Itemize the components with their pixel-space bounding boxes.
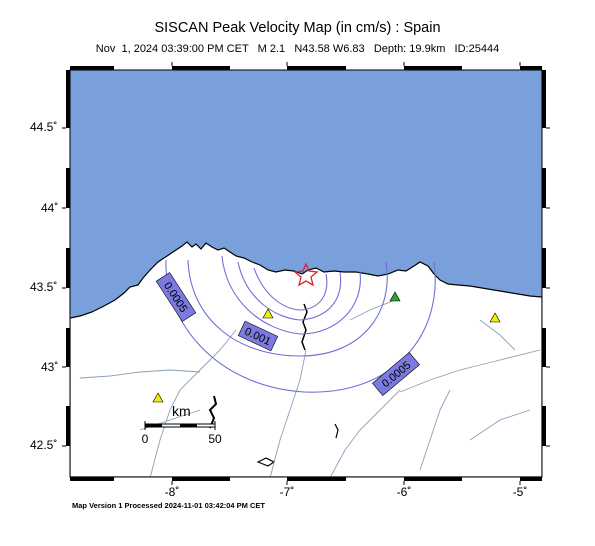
- frame-bar-right: [542, 248, 546, 288]
- coastline-inlet: [208, 395, 218, 429]
- contour-0.001: [187, 259, 388, 357]
- frame-bar-left: [66, 406, 70, 446]
- frame-bar-left: [66, 70, 70, 128]
- longitude-labels: -8˚ -7˚ -6˚ -5˚: [165, 485, 528, 499]
- lon-label-6: -6˚: [397, 485, 412, 499]
- lon-label-5: -5˚: [513, 485, 528, 499]
- station-yellow-triangle-icon: [152, 392, 164, 403]
- lat-label-43: 43˚: [41, 360, 58, 374]
- scale-bar-start: 0: [142, 432, 149, 446]
- frame-bar-top: [172, 66, 230, 70]
- frame-bar-bottom: [287, 477, 346, 481]
- axis-ticks: [62, 62, 550, 485]
- frame-bar-top: [404, 66, 462, 70]
- lat-label-44: 44˚: [41, 201, 58, 215]
- frame-bar-bottom: [70, 477, 114, 481]
- frame-bar-bottom: [172, 477, 230, 481]
- map-title: SISCAN Peak Velocity Map (in cm/s) : Spa…: [154, 20, 441, 36]
- lat-label-42-5: 42.5˚: [30, 438, 57, 452]
- latitude-labels: 42.5˚ 43˚ 43.5˚ 44˚ 44.5˚: [30, 120, 58, 452]
- frame-bar-left: [66, 248, 70, 288]
- frame-bar-top: [287, 66, 346, 70]
- frame-bar-right: [542, 406, 546, 446]
- scale-bar-end: 50: [208, 432, 222, 446]
- reservoir: [301, 303, 308, 351]
- event-date: Nov 1, 2024 03:39:00 PM CET: [95, 43, 249, 55]
- lake-2: [334, 423, 339, 439]
- frame-bar-top: [70, 66, 114, 70]
- frame-bar-right: [542, 328, 546, 367]
- frame-bar-right: [542, 168, 546, 208]
- frame-bar-left: [66, 328, 70, 367]
- station-yellow-triangle-icon: [262, 308, 274, 319]
- lon-label-8: -8˚: [165, 485, 180, 499]
- contour-inner-1: [221, 255, 361, 335]
- frame-bar-left: [66, 168, 70, 208]
- frame-bar-right: [542, 70, 546, 128]
- lat-label-43-5: 43.5˚: [30, 280, 57, 294]
- frame-bar-bottom: [520, 477, 542, 481]
- scale-bar: km 0 50: [142, 403, 222, 446]
- event-info: Nov 1, 2024 03:39:00 PM CET M 2.1 N43.58…: [0, 43, 595, 55]
- epicenter-star-icon: [293, 262, 319, 287]
- frame-bar-bottom: [404, 477, 462, 481]
- lat-label-44-5: 44.5˚: [30, 120, 57, 134]
- map-area: [70, 70, 542, 477]
- station-green-triangle-icon: [389, 291, 401, 302]
- velocity-contours: [165, 255, 436, 393]
- event-depth: Depth: 19.9km: [373, 43, 446, 55]
- lon-label-7: -7˚: [280, 485, 295, 499]
- map-version-footer: Map Version 1 Processed 2024-11-01 03:42…: [72, 501, 266, 510]
- map-frame-bars: [66, 66, 546, 481]
- station-yellow-triangle-icon: [489, 312, 501, 323]
- frame-bar-top: [520, 66, 542, 70]
- contour-inner-2: [237, 261, 342, 321]
- contour-inner-3: [253, 267, 328, 311]
- scale-bar-unit: km: [172, 403, 191, 419]
- event-location: N43.58 W6.83: [294, 43, 365, 55]
- event-magnitude: M 2.1: [257, 43, 286, 55]
- event-id: ID:25444: [454, 43, 500, 55]
